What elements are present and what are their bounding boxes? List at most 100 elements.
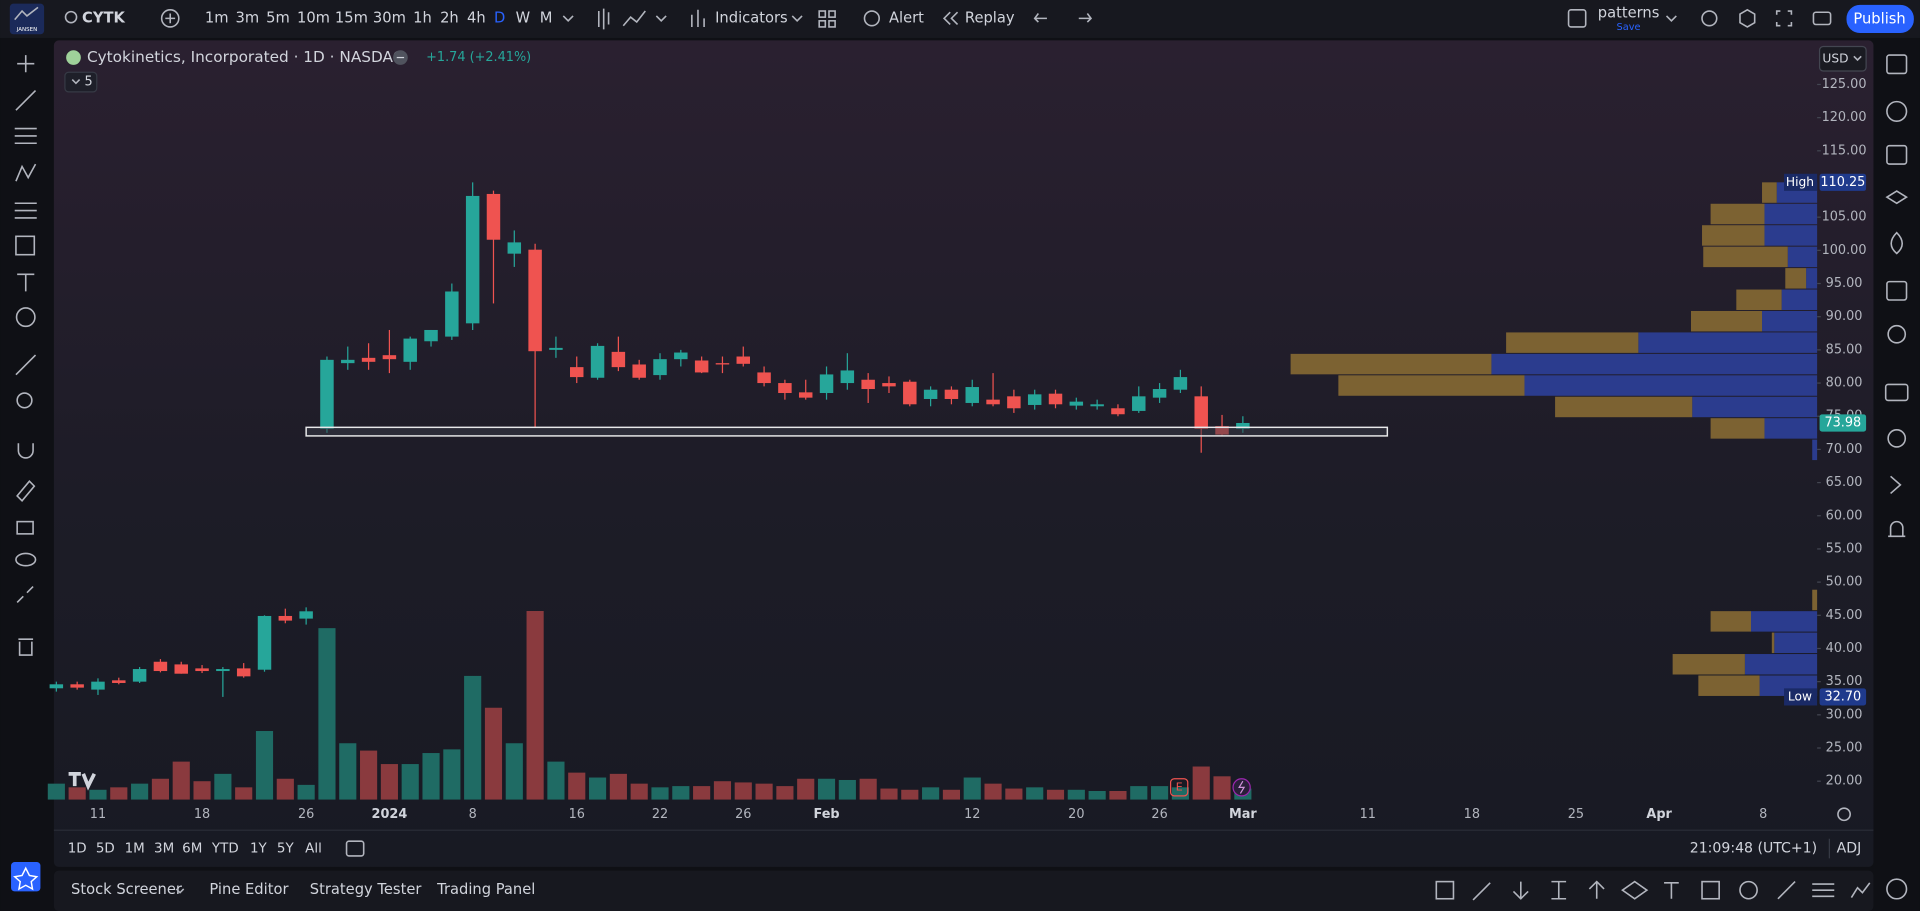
- hotlists[interactable]: [1890, 231, 1904, 255]
- shape-tool[interactable]: [15, 235, 36, 256]
- replay-panel[interactable]: [1890, 475, 1902, 495]
- range-button[interactable]: 1M: [125, 842, 145, 857]
- chevron[interactable]: [791, 15, 803, 22]
- tool[interactable]: [1701, 880, 1720, 900]
- icon-tool[interactable]: [15, 307, 36, 328]
- low-tag: [1784, 688, 1818, 706]
- range-button[interactable]: 1Y: [250, 842, 268, 857]
- compare-button[interactable]: [160, 8, 180, 28]
- stay-drawing[interactable]: [16, 480, 36, 502]
- save-label[interactable]: Save: [1617, 22, 1641, 33]
- currency-box[interactable]: [1818, 45, 1867, 72]
- help[interactable]: [1886, 878, 1908, 900]
- notifications[interactable]: [1888, 520, 1906, 538]
- earnings-marker[interactable]: [1169, 778, 1189, 797]
- chevron[interactable]: [562, 15, 574, 22]
- quick-search[interactable]: [1701, 10, 1718, 27]
- range-button[interactable]: 3M: [154, 842, 174, 857]
- tool[interactable]: [1777, 881, 1796, 900]
- zoom-tool[interactable]: [16, 392, 33, 409]
- tool[interactable]: [1850, 882, 1871, 898]
- chevron[interactable]: [175, 888, 185, 894]
- calendar[interactable]: [1886, 280, 1908, 301]
- bottom-tab[interactable]: Strategy Tester: [310, 881, 423, 898]
- tool[interactable]: [1435, 880, 1455, 900]
- candle-type[interactable]: [597, 8, 610, 30]
- pattern-tool[interactable]: [15, 163, 37, 182]
- alerts-panel[interactable]: [1886, 100, 1908, 123]
- tool[interactable]: [1551, 880, 1567, 900]
- streams[interactable]: [1887, 428, 1907, 448]
- line-type[interactable]: [622, 10, 646, 27]
- range-button[interactable]: All: [305, 842, 322, 857]
- alert-button[interactable]: Alert: [889, 9, 924, 26]
- range-button[interactable]: YTD: [211, 842, 239, 857]
- bottom-tab[interactable]: Pine Editor: [209, 881, 289, 898]
- go-to-date[interactable]: [345, 840, 365, 857]
- tool[interactable]: [1512, 881, 1529, 900]
- tool[interactable]: [1588, 880, 1605, 899]
- tool[interactable]: [1472, 882, 1491, 901]
- interval-button[interactable]: W: [516, 9, 531, 26]
- settings[interactable]: [1739, 8, 1756, 28]
- logo[interactable]: [9, 3, 45, 35]
- tool[interactable]: [1621, 880, 1649, 900]
- range-button[interactable]: 1D: [68, 842, 87, 857]
- indicators-button[interactable]: Indicators: [715, 9, 788, 26]
- undo[interactable]: [1033, 12, 1047, 23]
- redo[interactable]: [1078, 12, 1093, 23]
- layers[interactable]: [1885, 190, 1909, 205]
- tool[interactable]: [1812, 883, 1835, 898]
- range-button[interactable]: 6M: [182, 842, 202, 857]
- tool[interactable]: [1664, 882, 1679, 899]
- axis-settings[interactable]: [1837, 807, 1851, 822]
- snapshot[interactable]: [1812, 11, 1832, 26]
- layout-name[interactable]: patterns: [1598, 4, 1660, 21]
- symbol[interactable]: CYTK: [82, 9, 125, 26]
- interval-button[interactable]: 5m: [266, 9, 290, 26]
- interval-button[interactable]: 1m: [205, 9, 229, 26]
- support-rectangle[interactable]: [305, 426, 1389, 437]
- adjustment[interactable]: ADJ: [1837, 841, 1862, 857]
- chevron[interactable]: [1665, 15, 1677, 22]
- range-button[interactable]: 5D: [96, 842, 115, 857]
- measure-tool[interactable]: [15, 354, 37, 376]
- data-window[interactable]: [1886, 144, 1908, 165]
- interval-button[interactable]: 4h: [467, 9, 486, 26]
- interval-button[interactable]: 2h: [440, 9, 459, 26]
- text-tool[interactable]: [17, 273, 35, 292]
- crosshair-tool[interactable]: [17, 55, 35, 73]
- candle-body: [590, 345, 605, 378]
- fib-tool[interactable]: [14, 127, 37, 145]
- lock-tool[interactable]: [16, 520, 34, 535]
- interval-button[interactable]: 30m: [373, 9, 406, 26]
- bottom-tab[interactable]: Stock Screener: [71, 881, 183, 898]
- interval-button[interactable]: 15m: [335, 9, 368, 26]
- interval-button[interactable]: M: [540, 9, 553, 26]
- interval-button[interactable]: 10m: [297, 9, 330, 26]
- publish-button[interactable]: [1846, 4, 1914, 34]
- search-icon[interactable]: [64, 10, 78, 24]
- chats[interactable]: [1884, 383, 1909, 402]
- bottom-tab[interactable]: Trading Panel: [436, 881, 535, 898]
- favorites-button[interactable]: [11, 862, 41, 892]
- indicator-toggle[interactable]: [64, 71, 98, 93]
- forecast-tool[interactable]: [14, 202, 37, 219]
- range-button[interactable]: 5Y: [277, 842, 295, 857]
- interval-button[interactable]: 3m: [236, 9, 260, 26]
- interval-button[interactable]: 1h: [413, 9, 432, 26]
- delete-tool[interactable]: [18, 638, 34, 656]
- interval-button[interactable]: D: [494, 9, 505, 26]
- chevron[interactable]: [655, 15, 667, 22]
- ideas[interactable]: [1887, 324, 1907, 344]
- trend-line-tool[interactable]: [15, 90, 37, 111]
- magnet-tool[interactable]: [17, 443, 34, 459]
- replay-button[interactable]: Replay: [965, 9, 1015, 26]
- tool[interactable]: [1739, 880, 1758, 900]
- watchlist[interactable]: [1886, 54, 1908, 75]
- templates[interactable]: [818, 10, 827, 18]
- fullscreen[interactable]: [1775, 10, 1793, 27]
- link-tool[interactable]: [16, 585, 34, 603]
- layout-icon[interactable]: [1567, 8, 1587, 28]
- hide-tool[interactable]: [15, 552, 37, 567]
